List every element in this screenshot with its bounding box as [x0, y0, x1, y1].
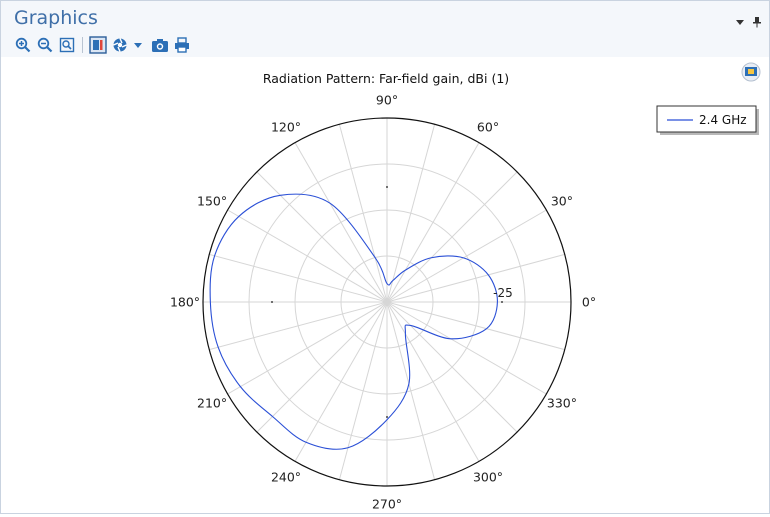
- angle-tick-label: 150°: [197, 194, 227, 209]
- legend: 2.4 GHz: [656, 105, 759, 135]
- angle-tick-label: 30°: [551, 194, 573, 209]
- plot-canvas[interactable]: Radiation Pattern: Far-field gain, dBi (…: [1, 57, 769, 513]
- angle-tick-label: 90°: [376, 93, 398, 108]
- scene-icon[interactable]: [741, 62, 761, 82]
- angle-labels: -25 0° 30° 60° 90° 120° 150° 180° 210° 240° 270° 30…: [170, 93, 596, 512]
- panel-menu-icon[interactable]: [734, 13, 746, 25]
- angle-tick-label: 270°: [372, 497, 402, 512]
- angle-tick-label: 0°: [582, 295, 596, 310]
- legend-entry: 2.4 GHz: [699, 113, 747, 127]
- polar-grid: [202, 117, 572, 487]
- zoom-in-icon[interactable]: [14, 36, 32, 54]
- zoom-extents-icon[interactable]: [58, 36, 76, 54]
- axis-tick-mark: [501, 301, 503, 303]
- zoom-out-icon[interactable]: [36, 36, 54, 54]
- print-icon[interactable]: [173, 36, 191, 54]
- angle-tick-label: 120°: [271, 120, 301, 135]
- axis-tick-mark: [386, 416, 388, 418]
- scene-light-icon[interactable]: [89, 36, 107, 54]
- graphics-toolbar: [14, 36, 191, 54]
- ring-gridline: [248, 163, 526, 441]
- series-layer: [209, 193, 498, 450]
- toolbar-separator: [82, 37, 83, 53]
- angle-tick-label: 180°: [170, 295, 200, 310]
- outer-circle: [202, 117, 572, 487]
- ring-gridline: [340, 255, 434, 349]
- pin-icon[interactable]: [751, 13, 763, 28]
- series-line-2-4-ghz: [209, 193, 498, 450]
- header-controls: [734, 13, 763, 28]
- angle-tick-label: 60°: [477, 120, 499, 135]
- axis-tick-mark: [271, 301, 273, 303]
- color-table-icon[interactable]: [111, 36, 129, 54]
- angle-tick-label: 330°: [547, 396, 577, 411]
- angle-tick-label: 300°: [473, 469, 503, 484]
- panel-title: Graphics: [14, 7, 98, 29]
- graphics-header: Graphics: [1, 1, 769, 57]
- chart-title: Radiation Pattern: Far-field gain, dBi (…: [263, 71, 509, 86]
- angle-tick-label: 210°: [197, 396, 227, 411]
- polar-chart: Radiation Pattern: Far-field gain, dBi (…: [170, 62, 761, 512]
- ring-gridline: [294, 209, 480, 395]
- camera-icon[interactable]: [151, 36, 169, 54]
- dropdown-icon[interactable]: [133, 36, 143, 54]
- angle-tick-label: 240°: [271, 469, 301, 484]
- radial-tick-label: -25: [493, 286, 513, 300]
- axis-tick-mark: [386, 186, 388, 188]
